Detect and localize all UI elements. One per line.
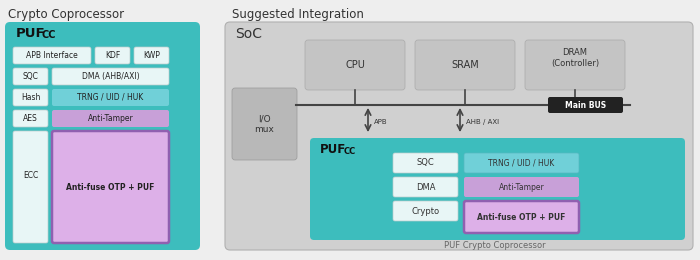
Text: Main BUS: Main BUS: [565, 101, 606, 109]
FancyBboxPatch shape: [393, 201, 458, 221]
FancyBboxPatch shape: [225, 22, 693, 250]
Text: SQC: SQC: [416, 159, 435, 167]
Text: Crypto Coprocessor: Crypto Coprocessor: [8, 8, 124, 21]
Text: SQC: SQC: [22, 72, 38, 81]
FancyBboxPatch shape: [464, 177, 579, 197]
FancyBboxPatch shape: [134, 47, 169, 64]
Text: PUF: PUF: [320, 143, 346, 156]
Text: I/O
mux: I/O mux: [255, 114, 274, 134]
Text: TRNG / UID / HUK: TRNG / UID / HUK: [489, 159, 554, 167]
Text: TRNG / UID / HUK: TRNG / UID / HUK: [78, 93, 144, 102]
Text: SoC: SoC: [235, 27, 262, 41]
Text: DMA: DMA: [416, 183, 435, 192]
Text: Suggested Integration: Suggested Integration: [232, 8, 364, 21]
Text: PUF Crypto Coprocessor: PUF Crypto Coprocessor: [444, 242, 546, 250]
Text: AHB / AXI: AHB / AXI: [466, 119, 499, 125]
Text: CC: CC: [42, 30, 57, 40]
FancyBboxPatch shape: [464, 153, 579, 173]
FancyBboxPatch shape: [415, 40, 515, 90]
Text: Crypto: Crypto: [412, 206, 440, 216]
FancyBboxPatch shape: [5, 22, 200, 250]
Text: ECC: ECC: [23, 171, 38, 179]
Text: Anti-fuse OTP + PUF: Anti-fuse OTP + PUF: [66, 184, 155, 192]
FancyBboxPatch shape: [13, 89, 48, 106]
FancyBboxPatch shape: [305, 40, 405, 90]
FancyBboxPatch shape: [232, 88, 297, 160]
Text: APB: APB: [374, 119, 388, 125]
Text: PUF: PUF: [16, 27, 46, 40]
Text: Anti-Tamper: Anti-Tamper: [498, 183, 545, 192]
FancyBboxPatch shape: [525, 40, 625, 90]
Text: KWP: KWP: [143, 51, 160, 60]
FancyBboxPatch shape: [52, 89, 169, 106]
Text: CC: CC: [344, 147, 356, 156]
FancyBboxPatch shape: [13, 110, 48, 127]
FancyBboxPatch shape: [13, 47, 91, 64]
FancyBboxPatch shape: [13, 131, 48, 243]
FancyBboxPatch shape: [393, 177, 458, 197]
FancyBboxPatch shape: [95, 47, 130, 64]
Text: SRAM: SRAM: [451, 60, 479, 70]
Text: Hash: Hash: [21, 93, 40, 102]
Text: APB Interface: APB Interface: [26, 51, 78, 60]
FancyBboxPatch shape: [548, 97, 623, 113]
FancyBboxPatch shape: [52, 131, 169, 243]
FancyBboxPatch shape: [52, 68, 169, 85]
FancyBboxPatch shape: [393, 153, 458, 173]
FancyBboxPatch shape: [464, 201, 579, 233]
Text: AES: AES: [23, 114, 38, 123]
Text: CPU: CPU: [345, 60, 365, 70]
FancyBboxPatch shape: [310, 138, 685, 240]
Text: DMA (AHB/AXI): DMA (AHB/AXI): [82, 72, 139, 81]
FancyBboxPatch shape: [52, 110, 169, 127]
Text: Anti-fuse OTP + PUF: Anti-fuse OTP + PUF: [477, 212, 566, 222]
Text: KDF: KDF: [105, 51, 120, 60]
FancyBboxPatch shape: [13, 68, 48, 85]
Text: Anti-Tamper: Anti-Tamper: [88, 114, 134, 123]
Text: DRAM
(Controller): DRAM (Controller): [551, 48, 599, 68]
